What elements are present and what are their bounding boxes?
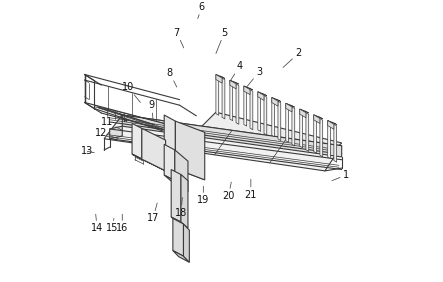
Polygon shape — [202, 112, 342, 157]
Polygon shape — [264, 95, 267, 135]
Polygon shape — [236, 84, 239, 124]
Polygon shape — [272, 98, 278, 106]
Polygon shape — [320, 118, 323, 157]
Text: 14: 14 — [91, 214, 103, 233]
Text: 19: 19 — [197, 186, 210, 205]
Text: 3: 3 — [247, 67, 262, 87]
Text: 4: 4 — [230, 61, 243, 81]
Text: 9: 9 — [148, 100, 155, 119]
Polygon shape — [175, 150, 188, 192]
Polygon shape — [171, 217, 188, 228]
Polygon shape — [164, 144, 175, 181]
Polygon shape — [216, 74, 225, 78]
Polygon shape — [286, 103, 292, 112]
Polygon shape — [173, 219, 183, 256]
Polygon shape — [328, 121, 330, 158]
Polygon shape — [216, 74, 222, 83]
Text: 10: 10 — [122, 82, 140, 102]
Text: 16: 16 — [116, 214, 128, 233]
Polygon shape — [230, 80, 233, 121]
Polygon shape — [164, 162, 205, 180]
Polygon shape — [250, 90, 253, 130]
Polygon shape — [300, 109, 303, 148]
Polygon shape — [334, 124, 337, 162]
Text: 21: 21 — [245, 179, 257, 200]
Polygon shape — [314, 115, 320, 124]
Polygon shape — [300, 109, 309, 113]
Text: 1: 1 — [332, 170, 349, 181]
Polygon shape — [306, 113, 309, 151]
Polygon shape — [171, 169, 181, 222]
Polygon shape — [244, 86, 250, 95]
Polygon shape — [258, 92, 267, 96]
Polygon shape — [132, 154, 166, 171]
Text: 20: 20 — [222, 182, 235, 201]
Text: 12: 12 — [95, 127, 118, 139]
Polygon shape — [314, 115, 317, 153]
Polygon shape — [132, 124, 142, 159]
Text: 17: 17 — [147, 203, 159, 223]
Polygon shape — [292, 107, 295, 146]
Polygon shape — [122, 115, 342, 157]
Polygon shape — [244, 86, 253, 90]
Polygon shape — [164, 175, 188, 192]
Polygon shape — [222, 78, 225, 119]
Polygon shape — [328, 121, 334, 129]
Polygon shape — [183, 224, 189, 262]
Polygon shape — [173, 251, 189, 262]
Polygon shape — [258, 92, 260, 131]
Polygon shape — [104, 115, 342, 171]
Polygon shape — [175, 121, 205, 180]
Polygon shape — [278, 101, 281, 140]
Text: 18: 18 — [175, 197, 187, 218]
Text: 15: 15 — [106, 219, 119, 233]
Polygon shape — [272, 98, 275, 137]
Text: 5: 5 — [216, 28, 227, 54]
Polygon shape — [258, 92, 264, 100]
Polygon shape — [300, 109, 306, 118]
Polygon shape — [230, 80, 239, 84]
Polygon shape — [164, 115, 175, 169]
Polygon shape — [216, 74, 219, 115]
Text: 13: 13 — [81, 146, 94, 156]
Polygon shape — [272, 98, 281, 102]
Text: 6: 6 — [198, 2, 205, 19]
Polygon shape — [328, 121, 337, 124]
Text: 8: 8 — [167, 68, 177, 87]
Polygon shape — [314, 115, 323, 119]
Polygon shape — [142, 128, 166, 171]
Text: 2: 2 — [283, 49, 302, 67]
Polygon shape — [286, 103, 288, 142]
Polygon shape — [181, 175, 188, 228]
Polygon shape — [286, 103, 295, 107]
Text: 11: 11 — [101, 117, 122, 130]
Text: 7: 7 — [174, 28, 184, 48]
Polygon shape — [110, 126, 122, 139]
Polygon shape — [244, 86, 247, 126]
Polygon shape — [230, 80, 236, 89]
